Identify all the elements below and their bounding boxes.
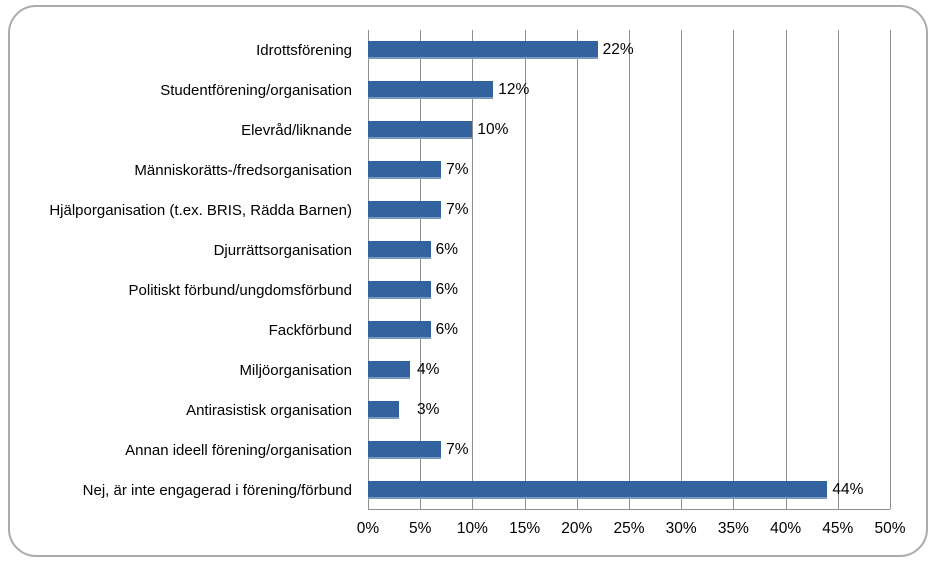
bar-value-label: 6% bbox=[435, 281, 459, 298]
x-tick-label: 5% bbox=[408, 520, 432, 537]
bar-row: 3% bbox=[368, 390, 890, 430]
bar bbox=[368, 161, 442, 179]
x-tick-label: 25% bbox=[613, 520, 645, 537]
bar-value-label: 10% bbox=[477, 121, 509, 138]
gridline bbox=[733, 30, 735, 509]
x-tick-label: 15% bbox=[509, 520, 541, 537]
bar-value-label: 7% bbox=[446, 161, 469, 178]
x-tick-label: 35% bbox=[717, 520, 749, 537]
bar-row: 7% bbox=[368, 190, 890, 230]
category-label: Djurrättsorganisation bbox=[213, 241, 352, 259]
plot-area: 22% 12% 10% 7% 7% 6% 6% 6% 4% 3% 7% 44% bbox=[368, 30, 891, 510]
bar-value-label: 4% bbox=[417, 361, 440, 378]
bar-value-label: 12% bbox=[498, 81, 530, 98]
x-tick-label: 30% bbox=[665, 520, 697, 537]
bar bbox=[368, 321, 431, 339]
category-label: Hjälporganisation (t.ex. BRIS, Rädda Bar… bbox=[49, 201, 352, 219]
category-label: Elevråd/liknande bbox=[241, 121, 352, 139]
category-label: Nej, är inte engagerad i förening/förbun… bbox=[82, 481, 352, 499]
bar bbox=[368, 241, 431, 259]
bar-row: 10% bbox=[368, 110, 890, 150]
bar-row: 22% bbox=[368, 30, 890, 70]
gridline bbox=[837, 30, 839, 509]
bar bbox=[368, 401, 400, 419]
bar bbox=[368, 41, 598, 59]
bar bbox=[368, 281, 431, 299]
category-label: Idrottsförening bbox=[256, 41, 352, 59]
x-tick-label: 45% bbox=[822, 520, 854, 537]
x-tick-label: 0% bbox=[356, 520, 380, 537]
chart-rounded-border bbox=[8, 5, 928, 557]
bar bbox=[368, 201, 442, 219]
bar-row: 7% bbox=[368, 150, 890, 190]
bar-row: 6% bbox=[368, 310, 890, 350]
category-label: Fackförbund bbox=[268, 321, 352, 339]
gridline bbox=[576, 30, 578, 509]
bar-value-label: 44% bbox=[832, 481, 864, 498]
bar-value-label: 7% bbox=[446, 201, 469, 218]
category-label: Politiskt förbund/ungdomsförbund bbox=[128, 281, 352, 299]
gridline bbox=[681, 30, 683, 509]
bar bbox=[368, 481, 828, 499]
gridline bbox=[420, 30, 422, 509]
bar-row: 7% bbox=[368, 430, 890, 470]
gridline bbox=[629, 30, 630, 509]
x-tick-label: 20% bbox=[561, 520, 593, 537]
bar bbox=[368, 361, 410, 379]
bar-value-label: 7% bbox=[446, 441, 469, 458]
x-axis: 0% 5% 10% 15% 20% 25% 30% 35% 40% 45% 50% bbox=[357, 520, 906, 544]
gridline bbox=[472, 30, 474, 509]
x-tick-label: 40% bbox=[770, 520, 802, 537]
category-label: Antirasistisk organisation bbox=[186, 401, 352, 419]
bar-row: 12% bbox=[368, 70, 890, 110]
category-label: Studentförening/organisation bbox=[160, 81, 352, 99]
bar-value-label: 6% bbox=[435, 241, 459, 258]
bar-value-label: 6% bbox=[435, 321, 459, 338]
bar-row: 6% bbox=[368, 270, 890, 310]
bar bbox=[368, 121, 473, 139]
bar-row: 6% bbox=[368, 230, 890, 270]
bar-value-label: 3% bbox=[417, 401, 440, 418]
bar-rows: 22% 12% 10% 7% 7% 6% 6% 6% 4% 3% 7% 44% bbox=[368, 30, 890, 509]
category-axis: Idrottsförening Studentförening/organisat… bbox=[10, 30, 360, 510]
category-label: Miljöorganisation bbox=[239, 361, 352, 379]
bar bbox=[368, 441, 442, 459]
bar-row: 4% bbox=[368, 350, 890, 390]
category-label: Annan ideell förening/organisation bbox=[125, 441, 352, 459]
x-tick-label: 50% bbox=[874, 520, 906, 537]
bar bbox=[368, 81, 494, 99]
bar-row: 44% bbox=[368, 470, 890, 510]
x-tick-label: 10% bbox=[456, 520, 488, 537]
gridline bbox=[524, 30, 526, 509]
category-label: Människorätts-/fredsorganisation bbox=[134, 161, 352, 179]
gridline bbox=[368, 30, 369, 509]
bar-value-label: 22% bbox=[602, 41, 634, 58]
gridline bbox=[890, 30, 891, 509]
gridline bbox=[785, 30, 787, 509]
